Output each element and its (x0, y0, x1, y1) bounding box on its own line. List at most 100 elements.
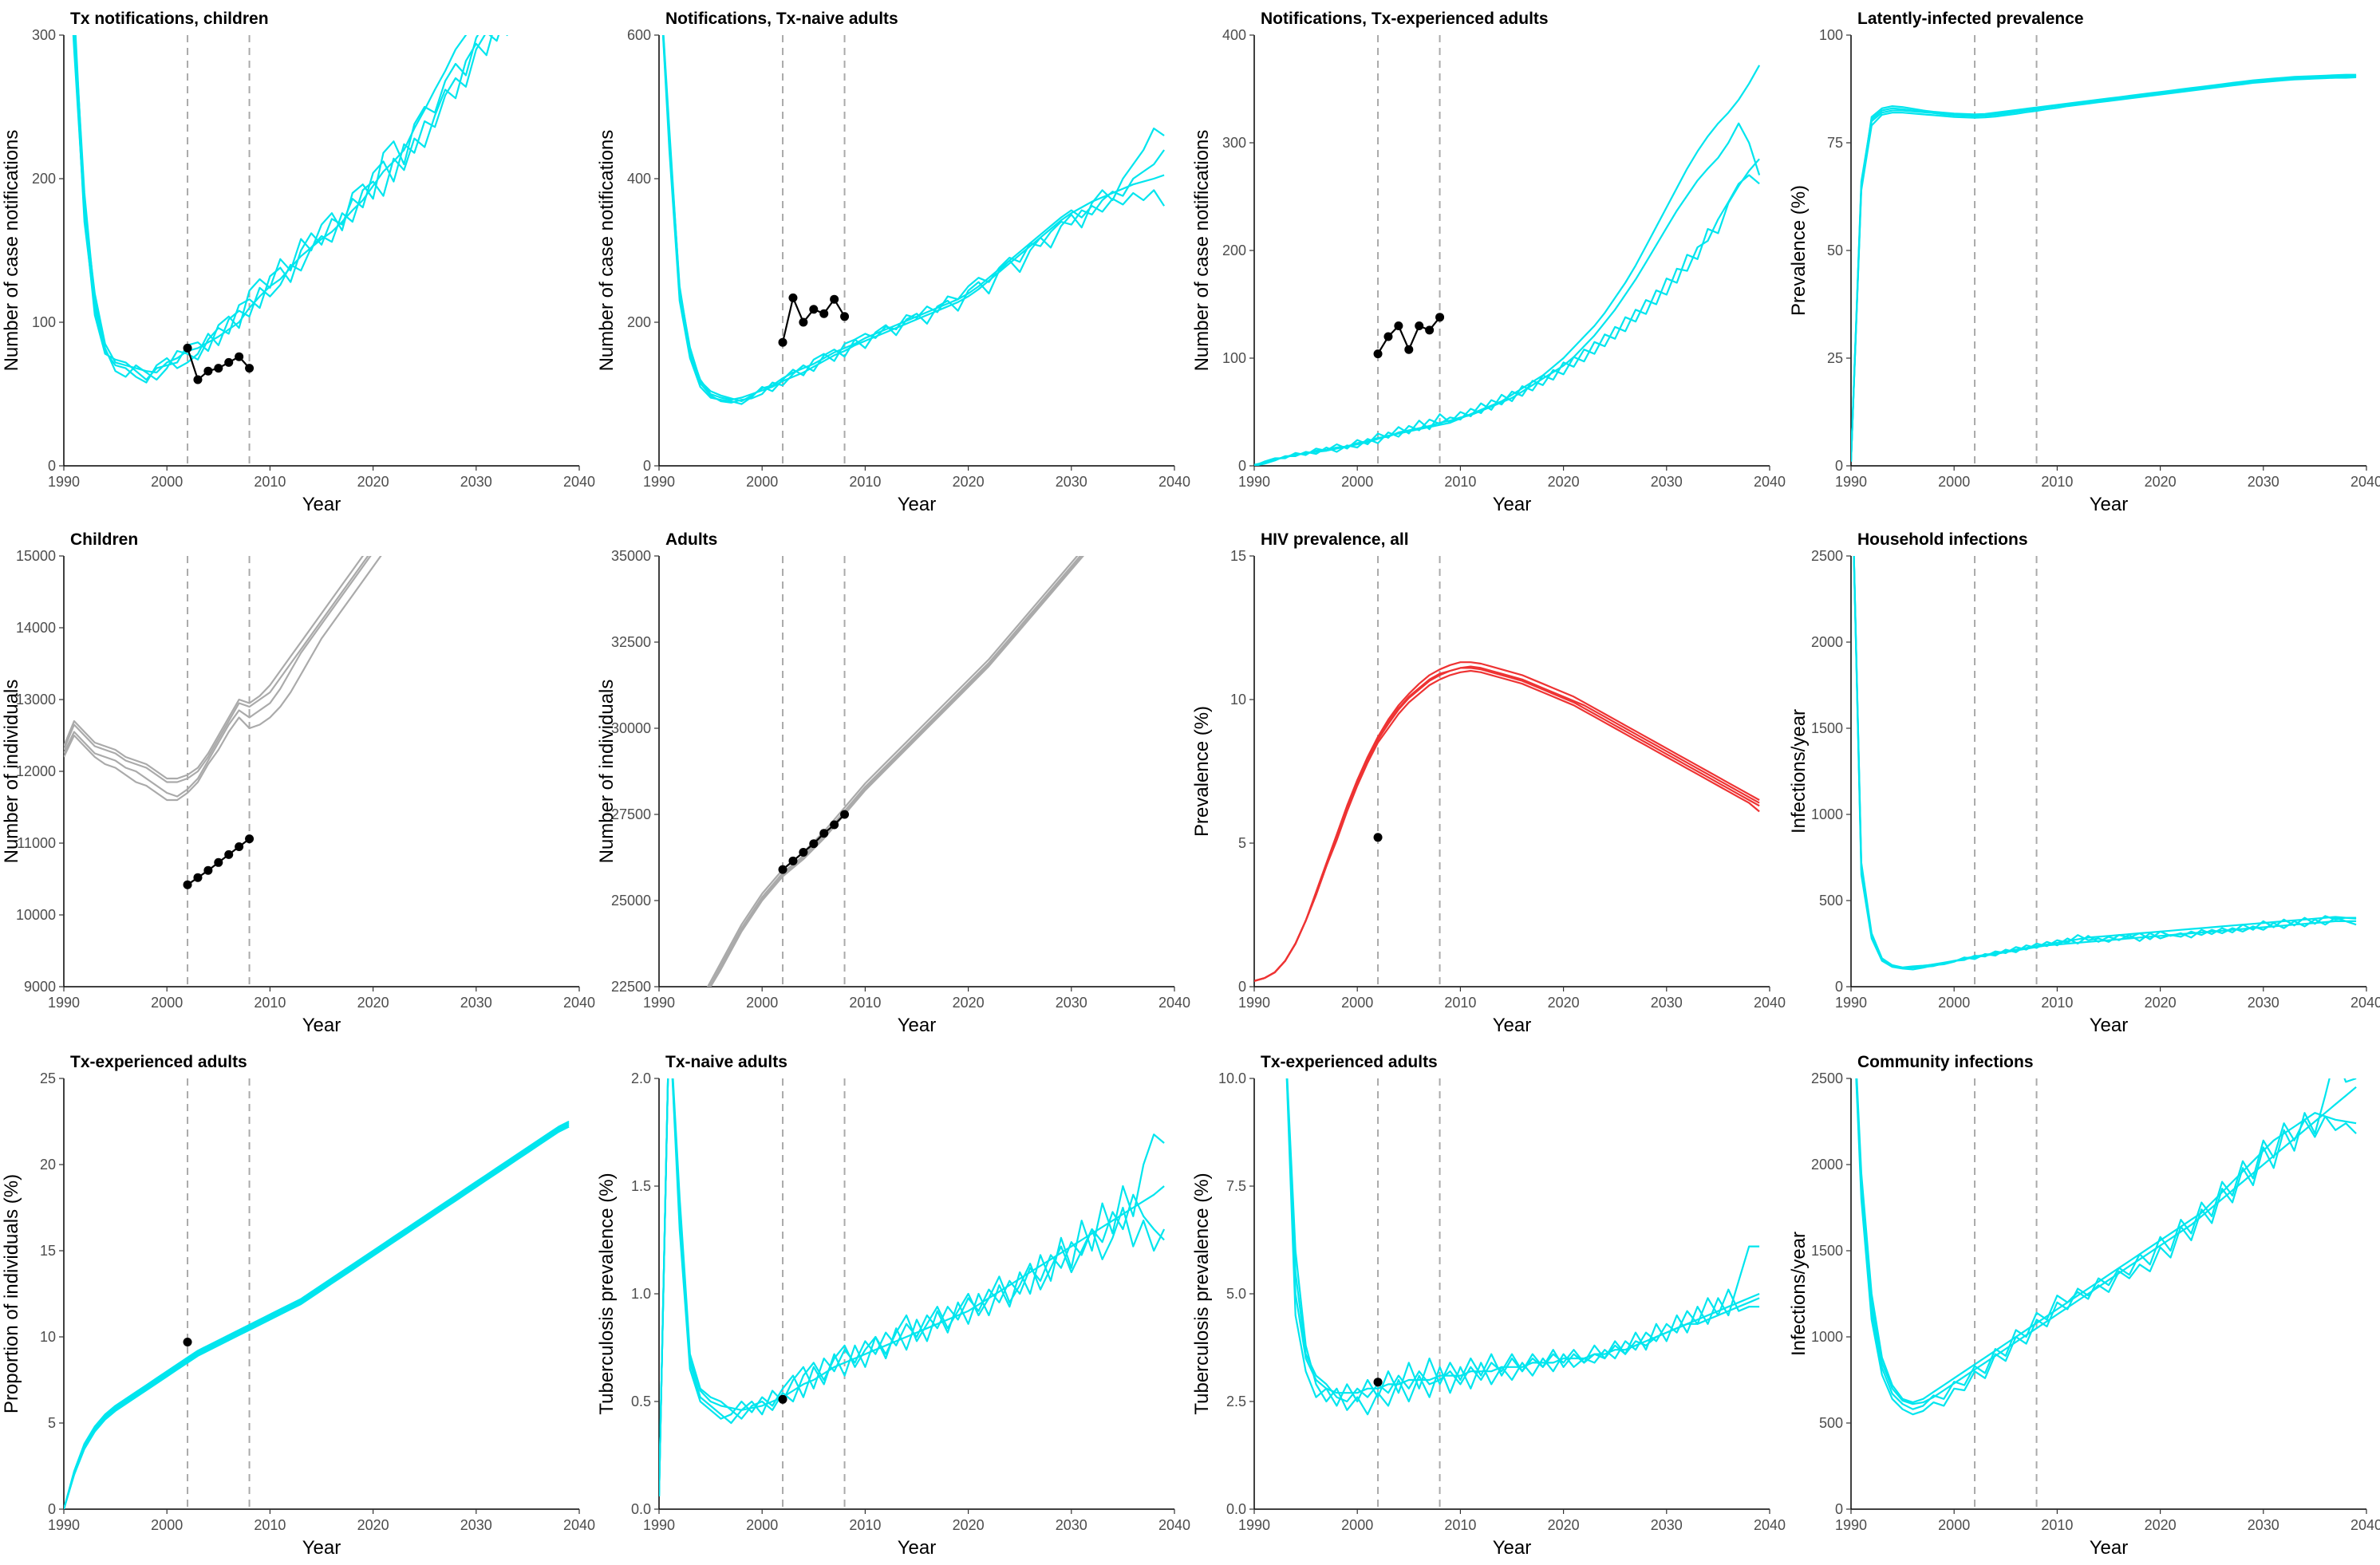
observed-point (778, 1394, 787, 1404)
observed-point (224, 357, 234, 367)
y-tick-label: 300 (1222, 135, 1246, 151)
x-tick-label: 2020 (1548, 1517, 1580, 1533)
x-axis-label: Year (898, 1537, 937, 1559)
x-tick-label: 2040 (2350, 474, 2380, 490)
panel-title: Tx-experienced adults (1261, 1053, 1438, 1071)
observed-point (203, 865, 213, 875)
y-tick-label: 5 (1238, 835, 1246, 851)
x-axis-label: Year (302, 494, 341, 515)
y-tick-label: 50 (1827, 242, 1843, 258)
series-line-3 (1851, 76, 2357, 462)
y-tick-label: 10 (40, 1329, 56, 1345)
series-line-4 (1853, 556, 2357, 968)
x-tick-label: 2030 (1651, 1517, 1683, 1533)
series-group (706, 556, 1084, 987)
y-tick-label: 11000 (17, 835, 56, 851)
series-group (1853, 556, 2357, 971)
series-line-4 (72, 35, 480, 381)
x-tick-label: 1990 (1238, 1517, 1270, 1533)
observed-point (183, 343, 192, 353)
x-tick-label: 2030 (2248, 1517, 2279, 1533)
observed-point (235, 352, 244, 361)
x-tick-label: 2030 (460, 995, 492, 1011)
x-tick-label: 2010 (254, 474, 286, 490)
y-axis-label: Number of case notifications (596, 130, 618, 372)
observed-point (1425, 325, 1435, 335)
x-tick-label: 2010 (1444, 1517, 1476, 1533)
y-tick-label: 15000 (16, 548, 56, 564)
observed-point (193, 375, 203, 384)
y-tick-label: 25 (1827, 350, 1843, 366)
x-tick-label: 1990 (48, 1517, 80, 1533)
x-tick-label: 2010 (254, 995, 286, 1011)
series-line-2 (64, 556, 372, 798)
y-tick-label: 12000 (16, 763, 56, 779)
panel-title: Tx notifications, children (70, 10, 269, 28)
x-tick-label: 2020 (2145, 995, 2177, 1011)
observed-point (214, 857, 223, 867)
x-tick-label: 2000 (1341, 995, 1373, 1011)
series-line-1 (74, 35, 468, 374)
x-tick-label: 2020 (1548, 474, 1580, 490)
series-line-4 (659, 1078, 1166, 1496)
panel-title: Notifications, Tx-naive adults (665, 10, 898, 28)
series-line-2 (1285, 1078, 1760, 1407)
y-tick-label: 100 (1222, 350, 1246, 366)
y-axis-label: Number of individuals (596, 680, 618, 864)
x-tick-label: 2010 (2041, 474, 2073, 490)
x-tick-label: 2030 (2248, 995, 2279, 1011)
panel-title: Community infections (1857, 1053, 2034, 1071)
y-tick-label: 200 (32, 171, 56, 187)
series-line-2 (64, 1124, 570, 1509)
observed-point (840, 312, 850, 321)
series-line-4 (64, 556, 382, 802)
series-line-3 (64, 556, 365, 780)
observed-point (203, 366, 213, 376)
x-tick-label: 1990 (48, 474, 80, 490)
x-tick-label: 1990 (1835, 1517, 1867, 1533)
x-tick-label: 2030 (1056, 474, 1087, 490)
observed-point (1373, 1378, 1383, 1387)
y-tick-label: 400 (1222, 27, 1246, 43)
y-tick-label: 500 (1819, 893, 1843, 909)
series-line-1 (64, 556, 369, 783)
series-group (1285, 1078, 1760, 1416)
x-tick-label: 2020 (2145, 474, 2177, 490)
y-axis-label: Number of case notifications (1, 130, 22, 372)
x-tick-label: 2040 (1158, 474, 1190, 490)
y-tick-label: 0 (1835, 979, 1843, 995)
x-tick-label: 2040 (2350, 995, 2380, 1011)
y-tick-label: 20 (40, 1157, 56, 1173)
series-line-3 (659, 1078, 1165, 1496)
observed-line (781, 294, 846, 343)
x-tick-label: 2030 (460, 1517, 492, 1533)
observed-point (183, 880, 192, 889)
series-line-3 (662, 35, 1165, 404)
panel-3: Notifications, Tx-experienced adults 1990… (1191, 10, 1786, 515)
series-group (1855, 1078, 2357, 1416)
observed-point (245, 364, 255, 373)
series-line-2 (1853, 556, 2357, 971)
y-axis-label: Tuberculosis prevalence (%) (596, 1173, 618, 1414)
x-tick-label: 1990 (1835, 474, 1867, 490)
y-axis-label: Infections/year (1788, 1232, 1810, 1356)
y-tick-label: 100 (1819, 27, 1843, 43)
x-tick-label: 2010 (849, 474, 881, 490)
observed-point (245, 834, 255, 844)
series-line-3 (1855, 1078, 2357, 1410)
x-tick-label: 2040 (563, 474, 595, 490)
panel-10: Tx-naive adults 1990 2000 2010 2020 2030 2040 0… (596, 1053, 1190, 1559)
x-tick-label: 2000 (746, 1517, 778, 1533)
series-group (72, 35, 508, 384)
x-tick-label: 2020 (357, 995, 389, 1011)
series-group (659, 1078, 1166, 1496)
series-line-1 (659, 1078, 1165, 1496)
x-tick-label: 2010 (849, 995, 881, 1011)
x-tick-label: 1990 (643, 995, 675, 1011)
x-tick-label: 1990 (48, 995, 80, 1011)
series-line-3 (706, 556, 1079, 987)
observed-point (224, 850, 234, 859)
x-axis-label: Year (898, 1015, 937, 1036)
